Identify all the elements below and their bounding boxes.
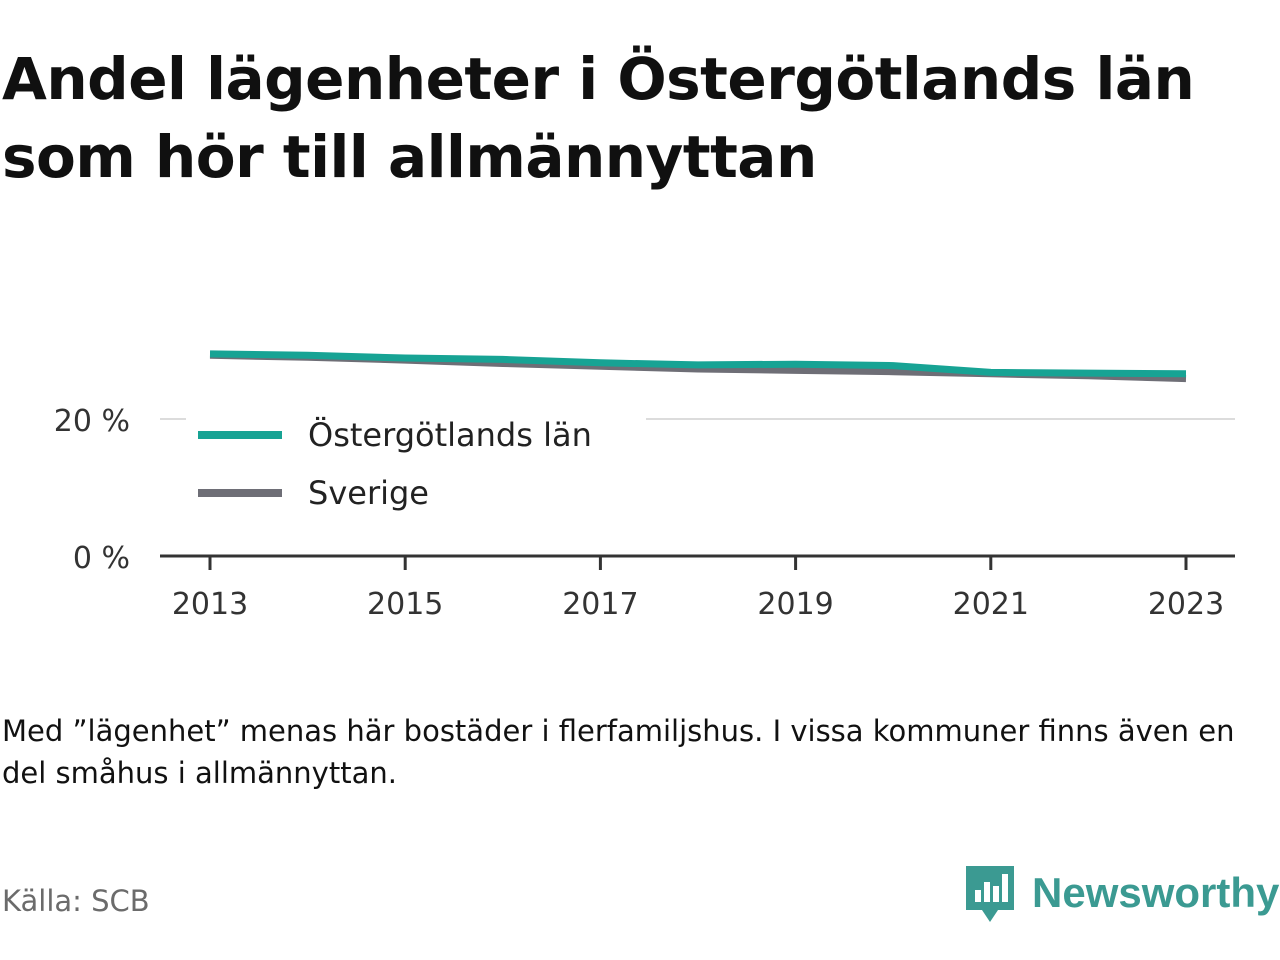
series-line--sterg-tlands-l-n — [209, 350, 1187, 378]
y-tick-label: 20 % — [54, 404, 130, 439]
x-tick-label: 2013 — [172, 587, 248, 622]
newsworthy-logo-icon — [966, 866, 1014, 922]
legend-label: Sverige — [308, 474, 429, 512]
x-tick-label: 2015 — [367, 587, 443, 622]
brand-name: Newsworthy — [1032, 869, 1280, 916]
source-label: Källa: SCB — [2, 884, 150, 918]
x-tick-label: 2019 — [757, 587, 833, 622]
x-tick-label: 2017 — [562, 587, 638, 622]
x-tick-label: 2023 — [1148, 587, 1224, 622]
legend: Östergötlands län Sverige — [186, 410, 646, 528]
line-chart: 0 % 20 % 2013 2015 2017 2019 2021 2023 Östergö… — [54, 350, 1235, 622]
x-axis: 2013 2015 2017 2019 2021 2023 — [160, 554, 1235, 622]
legend-background — [186, 410, 646, 528]
legend-label: Östergötlands län — [308, 416, 592, 454]
brand-logo: Newsworthy — [964, 862, 1279, 924]
x-tick-label: 2021 — [953, 587, 1029, 622]
y-axis-ticks: 0 % 20 % — [54, 404, 130, 576]
y-tick-label: 0 % — [73, 541, 130, 576]
chart-note: Med ”lägenhet” menas här bostäder i fler… — [2, 714, 1235, 790]
series-lines — [209, 350, 1187, 383]
chart-title: Andel lägenheter i Östergötlands län som… — [2, 45, 1195, 191]
